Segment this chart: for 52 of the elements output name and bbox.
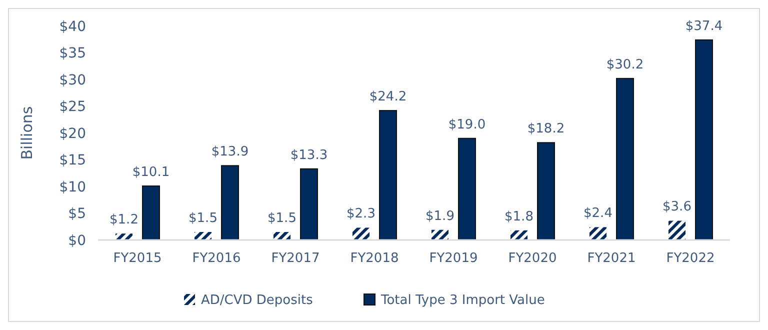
- x-tick-label: FY2022: [666, 251, 715, 266]
- bar: [352, 228, 370, 240]
- y-tick-label: $35: [59, 46, 86, 62]
- data-label: $30.2: [606, 57, 644, 72]
- bar: [590, 227, 606, 240]
- bar: [432, 230, 448, 240]
- bar: [142, 185, 160, 240]
- bar: [274, 232, 290, 240]
- x-tick-label: FY2019: [429, 251, 478, 266]
- data-label: $1.5: [268, 210, 296, 226]
- data-label: $18.2: [527, 122, 565, 137]
- data-label: $3.6: [662, 200, 692, 215]
- bar: [510, 230, 528, 240]
- bar: [616, 78, 634, 240]
- x-tick-label: FY2018: [350, 251, 399, 266]
- bar: [668, 220, 686, 240]
- bar: [379, 110, 397, 240]
- x-tick-label: FY2020: [508, 251, 557, 266]
- data-label: $37.4: [685, 18, 723, 34]
- data-label: $1.9: [426, 208, 454, 224]
- data-label: $13.3: [290, 148, 328, 163]
- bar: [537, 142, 555, 240]
- x-tick-label: FY2021: [587, 251, 636, 266]
- bar: [300, 168, 318, 240]
- bar: [695, 39, 713, 240]
- y-tick-label: $0: [68, 232, 86, 249]
- bar: [458, 138, 476, 240]
- data-label: $10.1: [132, 164, 170, 180]
- bar: [194, 232, 212, 240]
- y-tick-label: $5: [68, 206, 86, 222]
- data-label: $24.2: [369, 90, 407, 105]
- data-label: $1.2: [110, 212, 138, 228]
- bar: [116, 234, 132, 240]
- data-label: $1.5: [188, 210, 218, 226]
- data-label: $2.3: [346, 206, 376, 222]
- legend-label: AD/CVD Deposits: [201, 293, 314, 308]
- x-tick-label: FY2015: [113, 251, 162, 266]
- y-tick-label: $15: [59, 152, 86, 169]
- data-label: $19.0: [448, 117, 486, 132]
- y-tick-label: $40: [59, 18, 86, 35]
- y-tick-label: $20: [59, 126, 86, 142]
- y-tick-label: $10: [59, 179, 86, 196]
- data-label: $1.8: [504, 209, 534, 224]
- data-label: $13.9: [211, 144, 249, 160]
- x-tick-label: FY2016: [192, 251, 241, 266]
- legend-label: Total Type 3 Import Value: [380, 293, 545, 308]
- y-tick-label: $30: [59, 72, 86, 88]
- data-label: $2.4: [584, 206, 612, 222]
- bar: [221, 165, 239, 240]
- y-axis-title: Billions: [18, 106, 36, 160]
- x-tick-label: FY2017: [271, 251, 320, 266]
- y-tick-label: $25: [59, 99, 86, 116]
